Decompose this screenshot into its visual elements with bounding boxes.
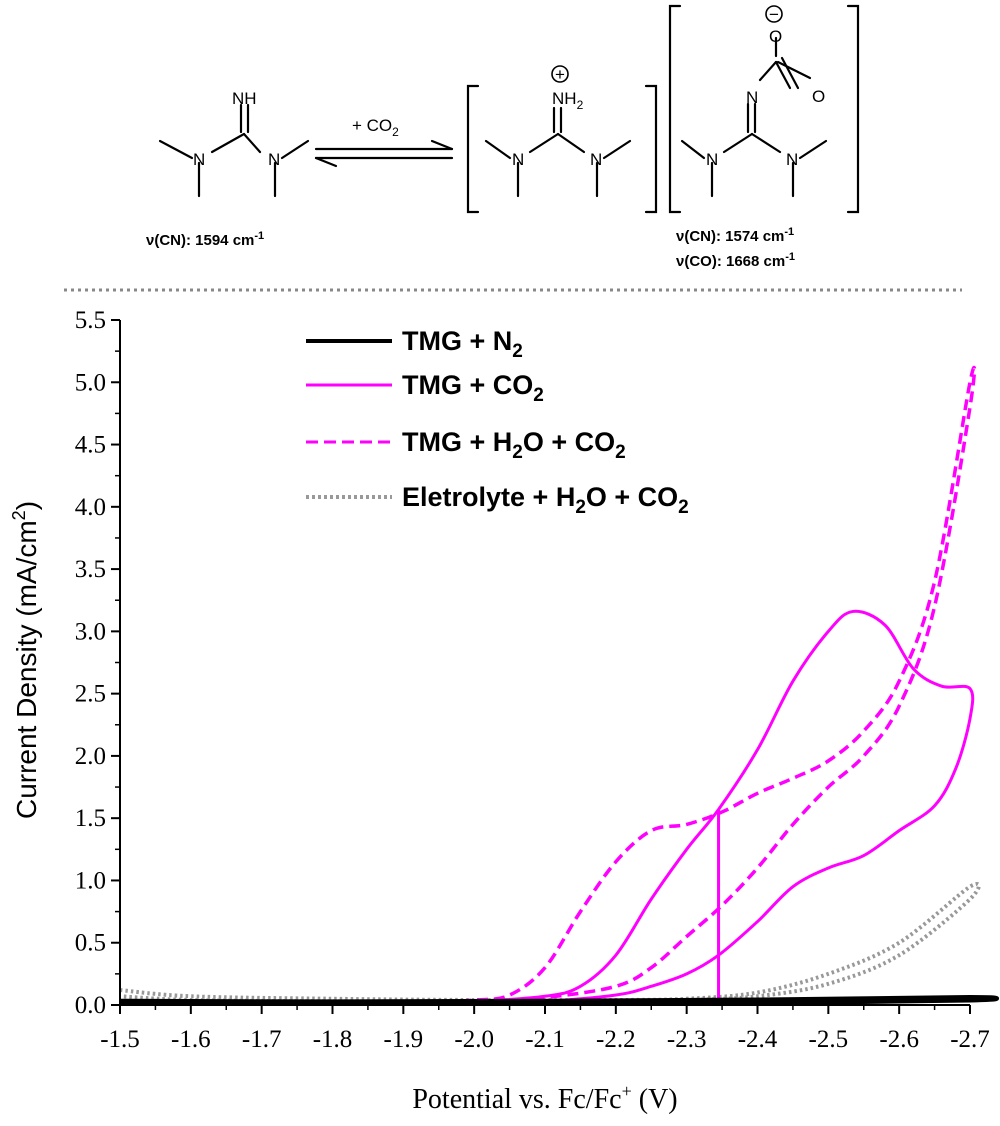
product-frequency-co-sup: -1 [785,251,795,263]
legend-label-n2: TMG + N [402,326,512,356]
svg-text:Potential vs. Fc/Fc+ (V): Potential vs. Fc/Fc+ (V) [412,1081,677,1115]
atom-o-right: O [812,87,825,106]
y-axis-title-sup: 2 [9,510,29,520]
legend-label-co2: TMG + CO [402,370,533,400]
y-tick-label: 2.0 [75,743,106,770]
legend-label-n2-sub: 2 [512,341,523,362]
atom-n-imine: N [746,88,758,107]
y-tick-label: 0.5 [75,930,106,957]
legend-label-electrolyte-sub2: 2 [678,497,689,518]
svg-text:TMG + H2O + CO2: TMG + H2O + CO2 [402,427,626,463]
svg-text:Current Density (mA/cm2): Current Density (mA/cm2) [9,501,42,819]
x-tick-label: -1.9 [384,1026,424,1053]
bracket-right-1 [644,84,658,214]
atom-nh2: NH [552,89,577,108]
series-line-n2 [119,995,999,1006]
reagent-label: + CO [352,116,392,135]
product-frequency-cn-sup: -1 [784,226,794,238]
x-tick-label: -1.5 [100,1026,140,1053]
atom-nh: NH [232,89,257,108]
x-tick-label: -1.6 [171,1026,211,1053]
x-tick-label: -2.3 [667,1026,707,1053]
series-line-h2o-co2 [119,365,977,1005]
atom-n-left-3: N [706,150,718,169]
legend-label-h2o-co2-suffix: O + CO [523,427,615,457]
product-frequency-cn: ν(CN): 1574 cm [676,228,784,245]
series-layer [119,365,999,1006]
svg-text:+ CO2: + CO2 [352,116,399,139]
legend: TMG + N2 TMG + CO2 TMG + H2O + CO2 Eletr… [306,326,689,518]
tmg-frequency: ν(CN): 1594 cm [146,232,254,249]
y-ticks: 0.0 0.5 1.0 1.5 2.0 2.5 3.0 3.5 4.0 4.5 5.0 5.5 [75,307,120,1019]
y-tick-label: 2.5 [75,681,106,708]
legend-label-h2o-co2: TMG + H [402,427,512,457]
y-tick-label: 1.5 [75,805,106,832]
positive-charge-circle [551,65,569,83]
legend-label-h2o-co2-sub: 2 [512,442,523,463]
svg-text:Eletrolyte + H2O + CO2: Eletrolyte + H2O + CO2 [402,482,689,518]
legend-label-electrolyte: Eletrolyte + H [402,482,575,512]
x-tick-label: -2.4 [738,1026,778,1053]
y-tick-label: 0.0 [75,992,106,1019]
tmg-structure [158,103,310,198]
reaction-scheme [158,4,860,214]
svg-text:ν(CN): 1594 cm-1: ν(CN): 1594 cm-1 [146,230,264,249]
x-axis-title: Potential vs. Fc/Fc [412,1084,621,1115]
x-tick-label: -2.6 [879,1026,919,1053]
atom-n-right: N [268,150,280,169]
x-tick-label: -2.5 [809,1026,849,1053]
x-tick-label: -1.8 [313,1026,353,1053]
x-axis-title-sup: + [622,1081,632,1101]
series-line-electrolyte [119,882,981,1004]
atom-n-right-3: N [786,150,798,169]
y-tick-label: 1.0 [75,867,106,894]
y-tick-label: 3.0 [75,618,106,645]
bracket-right-2 [846,4,860,214]
series-line-co2 [119,609,975,1005]
svg-text:TMG + N2: TMG + N2 [402,326,523,362]
svg-text:ν(CO): 1668 cm-1: ν(CO): 1668 cm-1 [676,251,795,270]
atom-nh2-subscript: 2 [577,98,584,112]
svg-text:NH2: NH2 [552,89,584,112]
legend-label-co2-sub: 2 [533,385,544,406]
y-axis-title: Current Density (mA/cm [11,520,42,819]
chart: -1.5 -1.6 -1.7 -1.8 -1.9 -2.0 -2.1 -2.2 -2.3 -2.4… [9,307,999,1115]
x-ticks: -1.5 -1.6 -1.7 -1.8 -1.9 -2.0 -2.1 -2.2 -2.3 -2.4… [100,1005,990,1053]
tmgh-structure [484,106,632,198]
y-tick-label: 3.5 [75,556,106,583]
svg-text:TMG + CO2: TMG + CO2 [402,370,544,406]
scheme-labels: NH N N + CO2 NH2 + N N O − O N N N ν(CN)… [146,5,825,270]
x-tick-label: -2.2 [596,1026,636,1053]
carbamate-structure [680,36,828,198]
atom-n-left-2: N [512,150,524,169]
y-tick-label: 5.0 [75,369,106,396]
legend-label-electrolyte-suffix: O + CO [586,482,678,512]
atom-n-left: N [193,150,205,169]
legend-label-electrolyte-sub: 2 [575,497,586,518]
x-axis-title-suffix: (V) [632,1084,678,1115]
product-frequency-co: ν(CO): 1668 cm [676,253,785,270]
atom-n-right-2: N [590,150,602,169]
x-tick-label: -2.1 [525,1026,565,1053]
negative-charge: − [769,5,779,24]
negative-charge-circle [765,5,783,23]
bracket-left-2 [668,4,682,214]
svg-text:ν(CN): 1574 cm-1: ν(CN): 1574 cm-1 [676,226,794,245]
y-tick-label: 4.5 [75,432,106,459]
legend-label-h2o-co2-sub2: 2 [615,442,626,463]
tmg-frequency-sup: -1 [254,230,264,242]
atom-o-top: O [769,27,782,46]
x-tick-label: -1.7 [242,1026,282,1053]
equilibrium-arrow [314,139,454,168]
x-tick-label: -2.0 [454,1026,494,1053]
reagent-subscript: 2 [392,125,399,139]
y-tick-label: 5.5 [75,307,106,334]
y-axis-title-suffix: ) [11,501,42,510]
positive-charge: + [555,65,565,84]
y-tick-label: 4.0 [75,494,106,521]
bracket-left-1 [466,84,480,214]
x-tick-label: -2.7 [950,1026,990,1053]
